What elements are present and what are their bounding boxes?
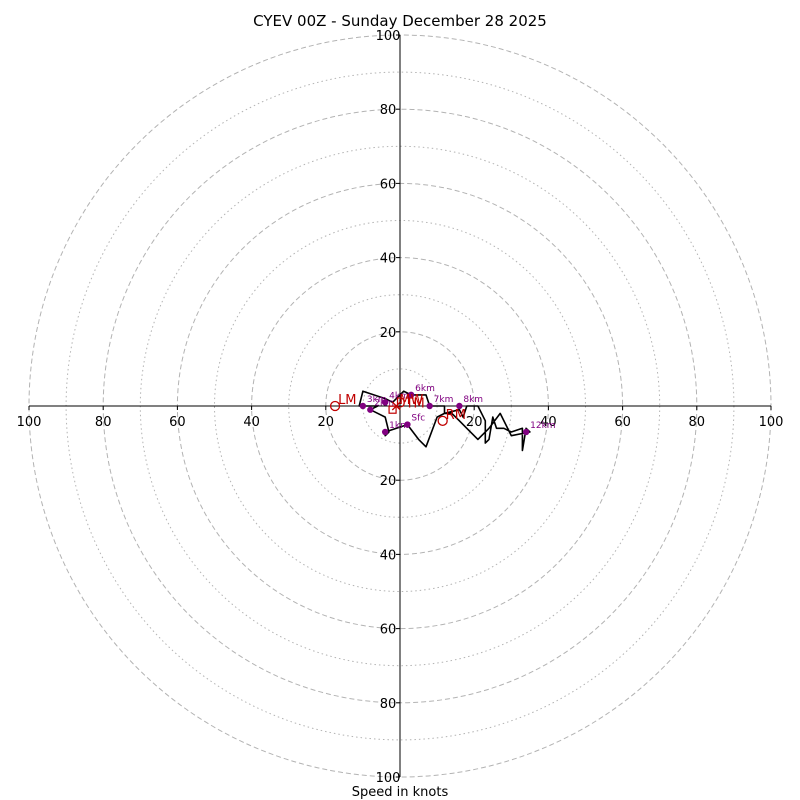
chart-title: CYEV 00Z - Sunday December 28 2025 xyxy=(253,12,547,30)
storm-motion-label: RM xyxy=(446,408,466,423)
height-marker-label: 4km xyxy=(389,391,409,401)
storm-motion-point xyxy=(437,415,448,426)
height-marker-label: Sfc xyxy=(411,414,425,424)
tick-labels: 100 80 60 40 20 20 40 60 80 100 100 80 60 40 20 20 40 60 8… xyxy=(17,29,784,786)
y-tick-label: 20 xyxy=(380,326,397,341)
height-markers: Sfc1km2km3km4km6km7km8km12km xyxy=(359,384,556,436)
x-tick-label: 100 xyxy=(17,415,42,430)
x-tick-label: 20 xyxy=(466,415,483,430)
hodograph-trace xyxy=(358,390,531,452)
storm-motion-label: DTM xyxy=(396,397,425,412)
height-marker-label: 6km xyxy=(415,384,435,394)
height-marker-point xyxy=(381,399,389,406)
height-marker-point xyxy=(426,402,433,410)
storm-motion-label: MW xyxy=(399,393,423,408)
x-tick-label: 80 xyxy=(689,415,706,430)
height-marker-point xyxy=(367,406,374,413)
storm-motion-label: LM xyxy=(338,393,356,408)
y-tick-label: 20 xyxy=(380,474,397,489)
height-marker-label: 8km xyxy=(463,395,483,405)
y-tick-label: 100 xyxy=(376,29,401,44)
height-marker-label: 7km xyxy=(434,395,454,405)
x-tick-label: 20 xyxy=(318,415,335,430)
height-marker-point xyxy=(381,428,389,436)
height-marker-point xyxy=(404,421,411,428)
height-marker-label: 12km xyxy=(530,421,555,431)
y-tick-label: 80 xyxy=(380,103,397,118)
y-tick-label: 60 xyxy=(380,623,397,638)
storm-motion-point xyxy=(329,400,341,412)
x-tick-label: 60 xyxy=(614,415,631,430)
y-tick-label: 100 xyxy=(376,771,401,786)
height-marker-point xyxy=(456,402,463,410)
y-tick-label: 60 xyxy=(380,177,397,192)
x-tick-label: 80 xyxy=(95,415,112,430)
height-marker-label: 1km xyxy=(389,421,409,431)
x-tick-label: 60 xyxy=(169,415,186,430)
x-tick-label: 40 xyxy=(540,415,557,430)
height-marker-point xyxy=(407,391,415,399)
y-tick-label: 80 xyxy=(380,697,397,712)
hodograph-trace-group xyxy=(358,390,531,452)
axes xyxy=(29,35,771,777)
height-marker-label: 3km xyxy=(367,395,387,405)
y-tick-label: 40 xyxy=(380,252,397,267)
x-axis-label: Speed in knots xyxy=(352,785,449,800)
height-marker-point xyxy=(359,402,367,410)
x-tick-label: 100 xyxy=(759,415,784,430)
x-tick-label: 40 xyxy=(243,415,260,430)
height-marker-point xyxy=(522,428,530,436)
storm-motion-point xyxy=(388,405,397,414)
y-tick-label: 40 xyxy=(380,548,397,563)
